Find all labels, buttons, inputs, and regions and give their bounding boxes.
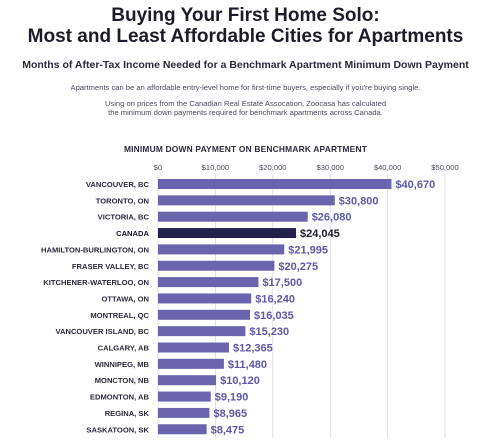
value-label: $16,035 xyxy=(254,310,294,322)
category-label: MONTREAL, QC xyxy=(90,311,149,320)
value-label: $8,965 xyxy=(213,408,247,420)
value-label: $16,240 xyxy=(255,293,295,305)
bar xyxy=(158,424,207,435)
value-label: $15,230 xyxy=(249,326,289,338)
bar xyxy=(158,375,217,386)
value-label: $30,800 xyxy=(339,195,379,207)
bar xyxy=(158,244,285,255)
value-label: $10,120 xyxy=(220,375,260,387)
bar xyxy=(158,309,251,320)
category-label: MONCTON, NB xyxy=(95,376,150,385)
x-tick-label: $40,000 xyxy=(374,163,401,172)
bar xyxy=(158,407,210,418)
bar xyxy=(158,391,211,402)
value-label: $40,670 xyxy=(395,179,435,191)
bar xyxy=(158,228,297,239)
value-label: $12,365 xyxy=(233,343,273,355)
category-label: CALGARY, AB xyxy=(98,344,150,353)
category-label: KITCHENER-WATERLOO, ON xyxy=(43,278,149,287)
x-tick-label: $20,000 xyxy=(259,163,286,172)
bar xyxy=(158,277,259,288)
category-label: SASKATOON, SK xyxy=(86,425,149,434)
x-tick-label: $0 xyxy=(154,163,162,172)
category-label: VANCOUVER ISLAND, BC xyxy=(55,327,149,336)
x-tick-label: $50,000 xyxy=(431,163,458,172)
description-line-2: Using on prices from the Canadian Real E… xyxy=(104,99,387,108)
x-tick-label: $10,000 xyxy=(202,163,229,172)
category-label: HAMILTON-BURLINGTON, ON xyxy=(41,245,149,254)
value-label: $24,045 xyxy=(300,228,340,240)
chart-title: MINIMUM DOWN PAYMENT ON BENCHMARK APARTM… xyxy=(123,144,368,154)
category-label: REGINA, SK xyxy=(105,409,150,418)
category-label: EDMONTON, AB xyxy=(90,393,150,402)
bar xyxy=(158,260,275,271)
bar xyxy=(158,179,392,189)
value-label: $20,275 xyxy=(278,261,318,273)
value-label: $11,480 xyxy=(228,359,267,371)
value-label: $8,475 xyxy=(211,424,245,436)
value-label: $17,500 xyxy=(262,277,302,289)
category-label: VICTORIA, BC xyxy=(98,213,150,222)
x-tick-label: $30,000 xyxy=(316,163,343,172)
value-label: $26,080 xyxy=(312,212,352,224)
description-line-1: Apartments can be an affordable entry-le… xyxy=(70,83,421,92)
bar xyxy=(158,342,229,353)
page-subtitle: Months of After-Tax Income Needed for a … xyxy=(22,59,469,71)
category-label: TORONTO, ON xyxy=(96,196,149,205)
page-title-line-1: Buying Your First Home Solo: xyxy=(111,5,380,26)
bar xyxy=(158,326,246,337)
category-label: CANADA xyxy=(116,229,149,238)
bar xyxy=(158,195,335,206)
description-line-3: the minimum down payments required for b… xyxy=(108,108,383,117)
bar xyxy=(158,358,224,369)
category-label: FRASER VALLEY, BC xyxy=(72,262,150,271)
category-label: OTTAWA, ON xyxy=(101,294,149,303)
category-label: VANCOUVER, BC xyxy=(86,180,150,189)
bar xyxy=(158,211,308,222)
bar xyxy=(158,293,252,304)
value-label: $21,995 xyxy=(288,244,328,256)
value-label: $9,190 xyxy=(215,392,249,404)
page-title-line-2: Most and Least Affordable Cities for Apa… xyxy=(27,26,464,47)
category-label: WINNIPEG, MB xyxy=(95,360,150,369)
